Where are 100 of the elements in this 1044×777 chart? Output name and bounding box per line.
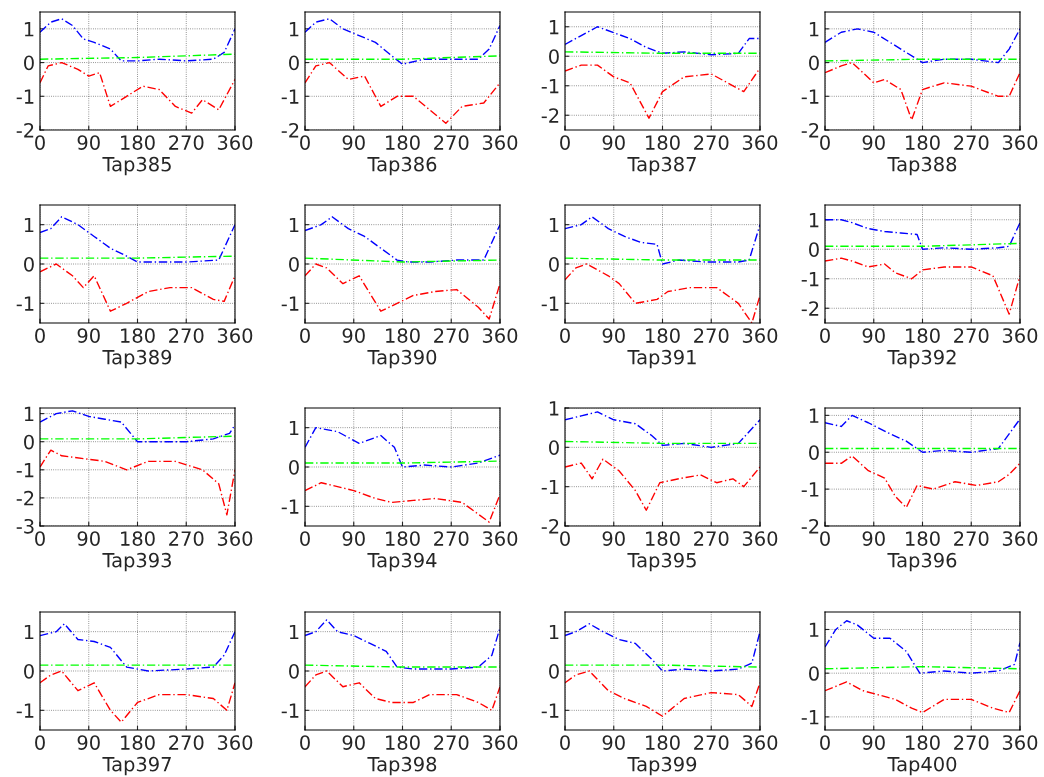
x-tick-label: 90	[862, 735, 885, 750]
line-series	[40, 216, 235, 263]
y-tick-label: 1	[289, 624, 299, 640]
x-tick-label: 180	[386, 328, 420, 343]
line-series	[305, 482, 500, 523]
x-tick-label: 270	[169, 328, 204, 343]
y-tick-label: 1	[24, 217, 34, 233]
x-tick-label: 270	[954, 135, 989, 150]
y-tick-label: -2	[281, 122, 299, 138]
y-tick-label: -1	[541, 296, 559, 311]
y-tick-label: -1	[16, 89, 34, 104]
y-tick-label: 0	[24, 256, 34, 272]
x-tick-label: 360	[482, 328, 518, 343]
line-series	[825, 414, 1020, 453]
y-tick-label: 0	[289, 55, 299, 71]
y-tick-label: -1	[801, 710, 819, 725]
x-tick-label: 90	[342, 735, 365, 750]
line-series	[825, 257, 1020, 315]
y-tick-label: 0	[549, 49, 559, 64]
line-series	[305, 426, 500, 468]
x-tick-label: 90	[342, 328, 365, 343]
x-tick-label: 360	[217, 735, 253, 750]
x-tick-label: 360	[1002, 531, 1038, 546]
y-tick-label: 1	[24, 22, 34, 37]
x-tick-label: 180	[121, 135, 155, 150]
x-axis-title: Tap393	[102, 552, 171, 572]
y-tick-label: 0	[289, 459, 299, 475]
x-axis-title: Tap385	[102, 156, 171, 176]
y-tick-label: 1	[289, 420, 299, 436]
x-tick-label: 360	[1002, 135, 1038, 150]
x-tick-label: 0	[560, 735, 570, 750]
x-tick-label: 0	[820, 135, 830, 150]
x-axis-title: Tap389	[102, 349, 172, 369]
y-tick-label: 1	[809, 408, 819, 423]
x-tick-label: 0	[300, 735, 310, 750]
line-series	[825, 455, 1020, 509]
line-series	[825, 219, 1020, 250]
y-tick-label: -1	[281, 89, 299, 104]
y-tick-label: 0	[549, 256, 559, 272]
x-tick-label: 180	[646, 328, 680, 343]
y-tick-label: -2	[801, 301, 819, 316]
x-axis-title: Tap397	[102, 756, 171, 776]
x-tick-label: 0	[560, 328, 570, 343]
x-tick-label: 180	[121, 328, 155, 343]
y-tick-label: 1	[24, 406, 34, 422]
x-axis-title: Tap387	[627, 156, 696, 176]
y-tick-label: -1	[16, 296, 34, 311]
x-tick-label: 360	[217, 531, 253, 546]
y-tick-label: -1	[281, 703, 299, 718]
x-tick-label: 180	[646, 735, 680, 750]
y-tick-label: -2	[801, 122, 819, 138]
line-series	[40, 61, 235, 114]
x-tick-label: 180	[906, 328, 940, 343]
line-series	[40, 670, 235, 723]
x-tick-label: 270	[954, 531, 989, 546]
x-tick-label: 180	[121, 735, 155, 750]
x-tick-label: 90	[862, 135, 885, 150]
x-tick-label: 180	[386, 531, 420, 546]
x-tick-label: 0	[35, 135, 45, 150]
line-series	[565, 26, 760, 56]
x-tick-label: 0	[560, 135, 570, 150]
x-tick-label: 90	[77, 531, 100, 546]
x-tick-label: 270	[694, 735, 729, 750]
x-tick-label: 0	[560, 531, 570, 546]
x-tick-label: 90	[602, 735, 625, 750]
y-tick-label: 0	[809, 445, 819, 460]
x-tick-label: 180	[906, 735, 940, 750]
x-tick-label: 90	[862, 531, 885, 546]
x-tick-label: 270	[434, 135, 469, 150]
y-tick-label: -1	[541, 479, 559, 495]
y-tick-label: -1	[801, 89, 819, 104]
y-tick-label: 0	[24, 663, 34, 679]
x-axis-title: Tap400	[887, 756, 957, 776]
line-series	[305, 263, 500, 320]
line-series	[305, 670, 500, 712]
y-tick-label: 1	[289, 217, 299, 233]
y-tick-label: 1	[809, 622, 819, 637]
x-tick-label: 0	[820, 328, 830, 343]
y-tick-label: -1	[281, 499, 299, 514]
line-series	[825, 61, 1020, 121]
y-tick-label: -2	[16, 122, 34, 138]
y-tick-label: -2	[541, 108, 559, 123]
x-axis-title: Tap396	[887, 552, 957, 572]
x-tick-label: 180	[646, 531, 680, 546]
x-tick-label: 360	[1002, 328, 1038, 343]
x-axis-title: Tap390	[367, 349, 437, 369]
line-series	[40, 18, 235, 62]
y-tick-label: -1	[16, 703, 34, 718]
y-tick-label: 0	[289, 256, 299, 272]
x-tick-label: 180	[386, 735, 420, 750]
y-tick-label: 0	[809, 55, 819, 71]
y-tick-label: -1	[281, 296, 299, 311]
x-tick-label: 0	[300, 135, 310, 150]
y-tick-label: 1	[24, 624, 34, 640]
x-tick-label: 360	[482, 735, 518, 750]
x-tick-label: 270	[434, 328, 469, 343]
x-tick-label: 90	[862, 328, 885, 343]
line-series	[825, 28, 1020, 64]
y-tick-label: 0	[24, 55, 34, 71]
y-tick-label: -2	[801, 518, 819, 534]
